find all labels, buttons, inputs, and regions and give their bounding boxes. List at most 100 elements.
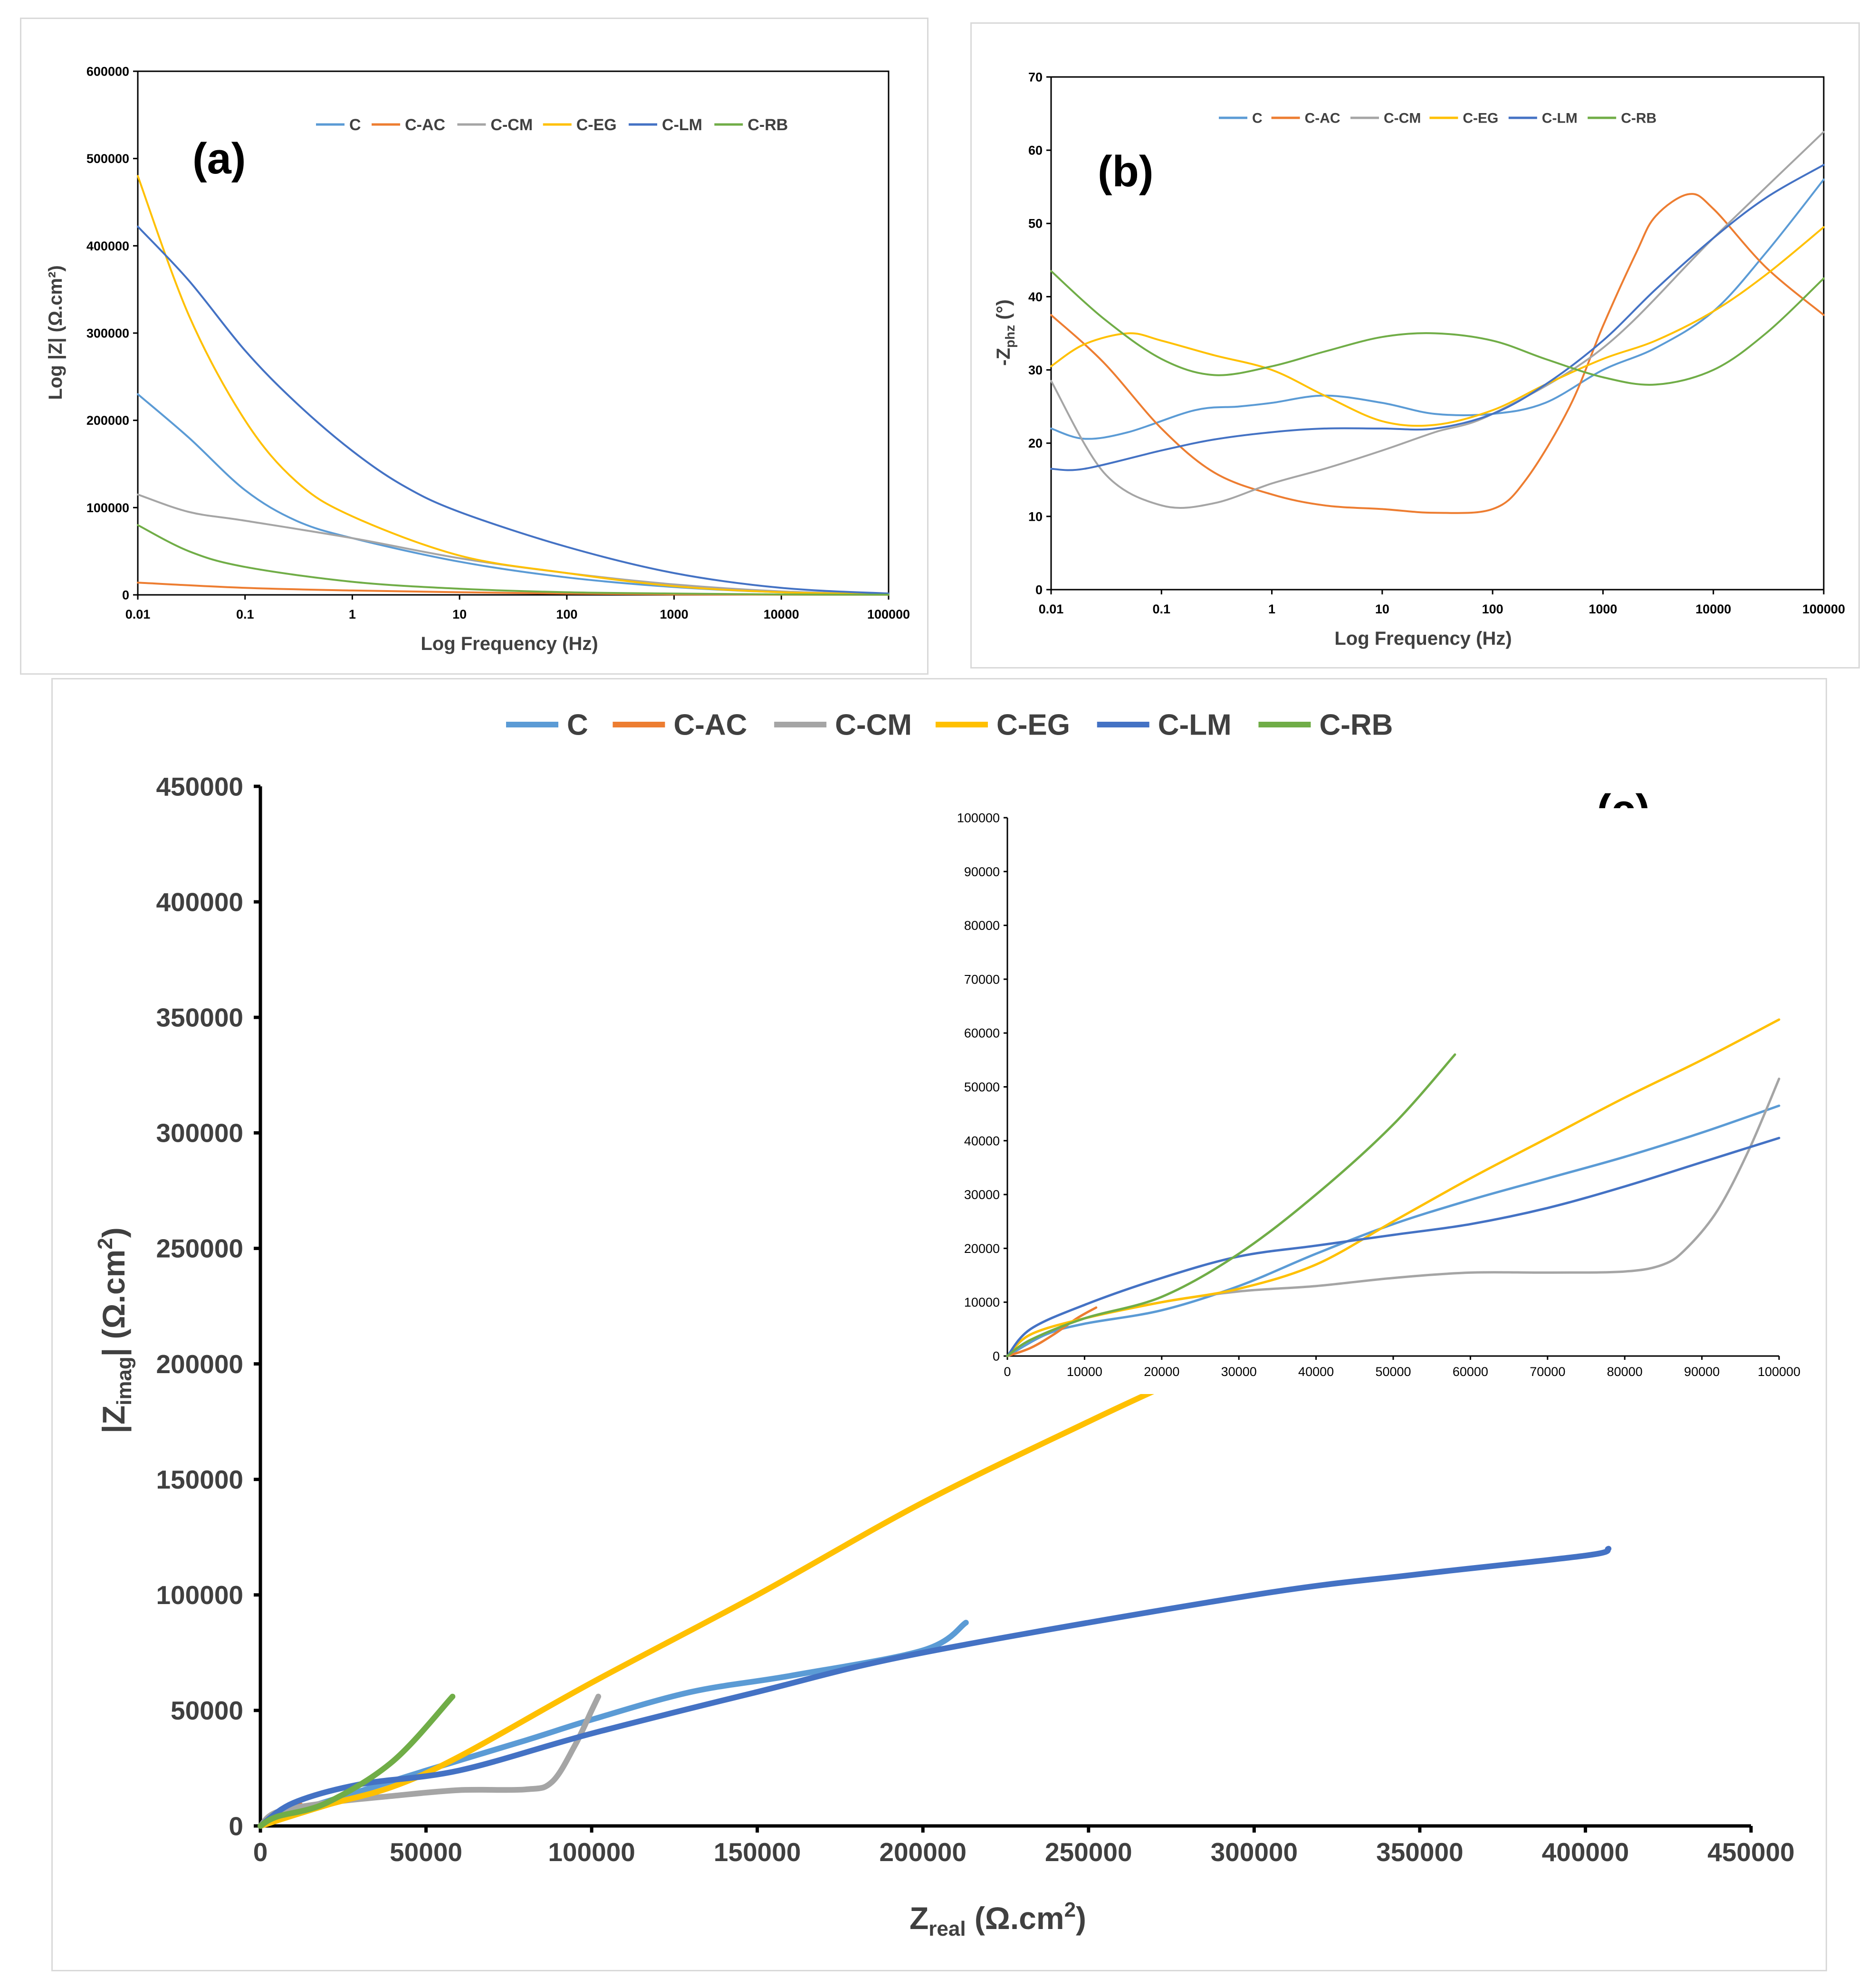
legend-label-c-cm: C-CM	[1384, 111, 1421, 126]
chart-a-xtick-label: 1	[349, 607, 356, 621]
chart-b-ytick-label: 50	[1028, 217, 1043, 231]
series-line-c-cm	[137, 493, 890, 595]
chart-a-ytick-label: 0	[122, 588, 129, 602]
legend-label-c-ac: C-AC	[673, 709, 747, 742]
chart-c-xtick-label: 200000	[879, 1837, 967, 1867]
chart-a-xtick-label: 0.01	[125, 607, 151, 621]
chart-c-inset-ytick-label: 0	[993, 1349, 1000, 1363]
chart-b-ytick-label: 60	[1028, 143, 1043, 158]
series-line-c-rb	[137, 524, 890, 596]
chart-a-xtick-label: 10	[452, 607, 467, 621]
series-line-c	[1006, 1104, 1780, 1357]
chart-b-ylabel-sub: phz	[1003, 325, 1017, 348]
chart-c-inset-xtick-label: 90000	[1684, 1365, 1720, 1379]
chart-c-inset-xtick-label: 0	[1004, 1365, 1011, 1379]
chart-a-xtick-label: 1000	[660, 607, 689, 621]
chart-c-inset: 0 10000 20000 30000 40000 50000 60000 70000 8000…	[917, 808, 1808, 1394]
chart-c-xtick-label: 0	[253, 1837, 268, 1867]
chart-c-inset-ytick-label: 60000	[964, 1026, 1000, 1041]
chart-c-ylabel-sub: imag	[113, 1357, 136, 1405]
chart-c-ytick-label: 150000	[156, 1465, 243, 1494]
chart-c-xlabel-unit: (Ω.cm	[966, 1901, 1064, 1936]
chart-b-ytick-label: 40	[1028, 290, 1043, 304]
chart-c-ylabel-close: )	[96, 1227, 131, 1238]
legend-label-c-ac: C-AC	[405, 116, 445, 134]
chart-a-ytick-label: 300000	[86, 326, 129, 340]
legend-label-c-ac: C-AC	[1305, 111, 1340, 126]
series-line-c-lm	[1006, 1137, 1780, 1357]
chart-c-xlabel-main: Z	[909, 1901, 928, 1936]
series-line-c-rb	[258, 1693, 456, 1829]
legend-label-c-eg: C-EG	[576, 116, 617, 134]
series-line-c-eg	[137, 175, 890, 595]
chart-b-ytick-label: 30	[1028, 363, 1043, 377]
chart-c-ytick-label: 300000	[156, 1118, 243, 1148]
series-line-c	[137, 393, 890, 595]
series-line-c-lm	[1050, 164, 1825, 471]
chart-a-plot-border	[137, 70, 890, 596]
chart-b-ytick-label: 0	[1035, 583, 1043, 597]
chart-b-xtick-label: 10000	[1695, 602, 1731, 616]
chart-a-xtick-label: 0.1	[236, 607, 254, 621]
chart-c-ylabel-main: |Z	[96, 1405, 132, 1433]
series-line-c-lm	[137, 225, 890, 595]
chart-a-xtick-label: 100	[556, 607, 577, 621]
chart-c-inset-ytick-label: 50000	[964, 1080, 1000, 1094]
chart-c-inset-ytick-label: 20000	[964, 1242, 1000, 1256]
legend-label-c-cm: C-CM	[490, 116, 533, 134]
chart-c-inset-ytick-label: 90000	[964, 865, 1000, 879]
chart-c-ytick-label: 350000	[156, 1003, 243, 1032]
chart-c-ytick-label: 250000	[156, 1234, 243, 1263]
chart-c-ylabel-unit: | (Ω.cm	[96, 1250, 132, 1357]
chart-c-inset-ytick-label: 40000	[964, 1134, 1000, 1148]
chart-b-xtick-label: 0.1	[1153, 602, 1171, 616]
chart-c-xlabel-close: )	[1076, 1901, 1086, 1936]
chart-a-ytick-label: 600000	[86, 64, 129, 78]
chart-c-ytick-label: 50000	[171, 1696, 243, 1725]
legend-label-c-rb: C-RB	[1319, 709, 1393, 742]
chart-c-xtick-label: 250000	[1045, 1837, 1132, 1867]
chart-b-plot-border	[1050, 76, 1825, 591]
chart-c-xlabel-sup: 2	[1064, 1898, 1076, 1921]
chart-c-xtick-label: 400000	[1542, 1837, 1629, 1867]
panel-b-frame	[970, 22, 1860, 669]
chart-a-xtick-label: 10000	[764, 607, 799, 621]
legend-label-c: C	[1252, 111, 1263, 126]
series-line-c-cm	[1050, 131, 1825, 509]
chart-c-xtick-label: 150000	[714, 1837, 801, 1867]
chart-c-inset-ytick-label: 70000	[964, 972, 1000, 986]
chart-a-xtick-label: 100000	[867, 607, 910, 621]
chart-c-ytick-label: 450000	[156, 772, 243, 801]
legend-label-c-lm: C-LM	[662, 116, 702, 134]
chart-b-xlabel: Log Frequency (Hz)	[1334, 628, 1512, 649]
legend-label-c-cm: C-CM	[835, 709, 912, 742]
chart-c-inset-xtick-label: 80000	[1607, 1365, 1643, 1379]
legend-label-c-lm: C-LM	[1542, 111, 1578, 126]
chart-a-legend: C C-AC C-CM C-EG C-LM C-RB	[316, 116, 788, 134]
chart-c-legend: C C-AC C-CM C-EG C-LM C-RB	[506, 709, 1393, 742]
chart-b-xtick-label: 0.01	[1039, 602, 1064, 616]
series-line-c-ac	[1050, 193, 1825, 514]
chart-c-inset-xtick-label: 50000	[1375, 1365, 1411, 1379]
chart-b-ytick-label: 70	[1028, 70, 1043, 84]
chart-c-ylabel-sup: 2	[94, 1238, 117, 1249]
chart-b: 0.01 0.1 1 10 100 1000 10000 100000 0 10 20 30 40 50 6…	[1028, 70, 1845, 616]
chart-c-inset-xtick-label: 70000	[1530, 1365, 1565, 1379]
chart-c-inset-xtick-label: 60000	[1453, 1365, 1488, 1379]
chart-b-ylabel: -Zphz (°)	[993, 299, 1017, 366]
chart-c-inset-ytick-label: 30000	[964, 1188, 1000, 1202]
chart-c: 0 50000 100000 150000 200000 250000 300000 3500…	[156, 709, 1794, 1867]
chart-b-xtick-label: 100000	[1802, 602, 1845, 616]
chart-c-xtick-label: 50000	[390, 1837, 462, 1867]
chart-b-ylabel-main: -Z	[993, 348, 1014, 366]
chart-a-ytick-label: 100000	[86, 501, 129, 515]
chart-a-ylabel: Log |Z| (Ω.cm²)	[45, 265, 66, 400]
chart-c-inset-xtick-label: 30000	[1221, 1365, 1257, 1379]
series-line-c	[1050, 178, 1825, 440]
chart-c-xtick-label: 100000	[548, 1837, 635, 1867]
chart-c-xlabel: Zreal (Ω.cm2)	[909, 1898, 1086, 1940]
chart-b-ylabel-unit: (°)	[993, 299, 1014, 325]
chart-b-ytick-label: 20	[1028, 436, 1043, 450]
chart-c-xtick-label: 350000	[1376, 1837, 1464, 1867]
